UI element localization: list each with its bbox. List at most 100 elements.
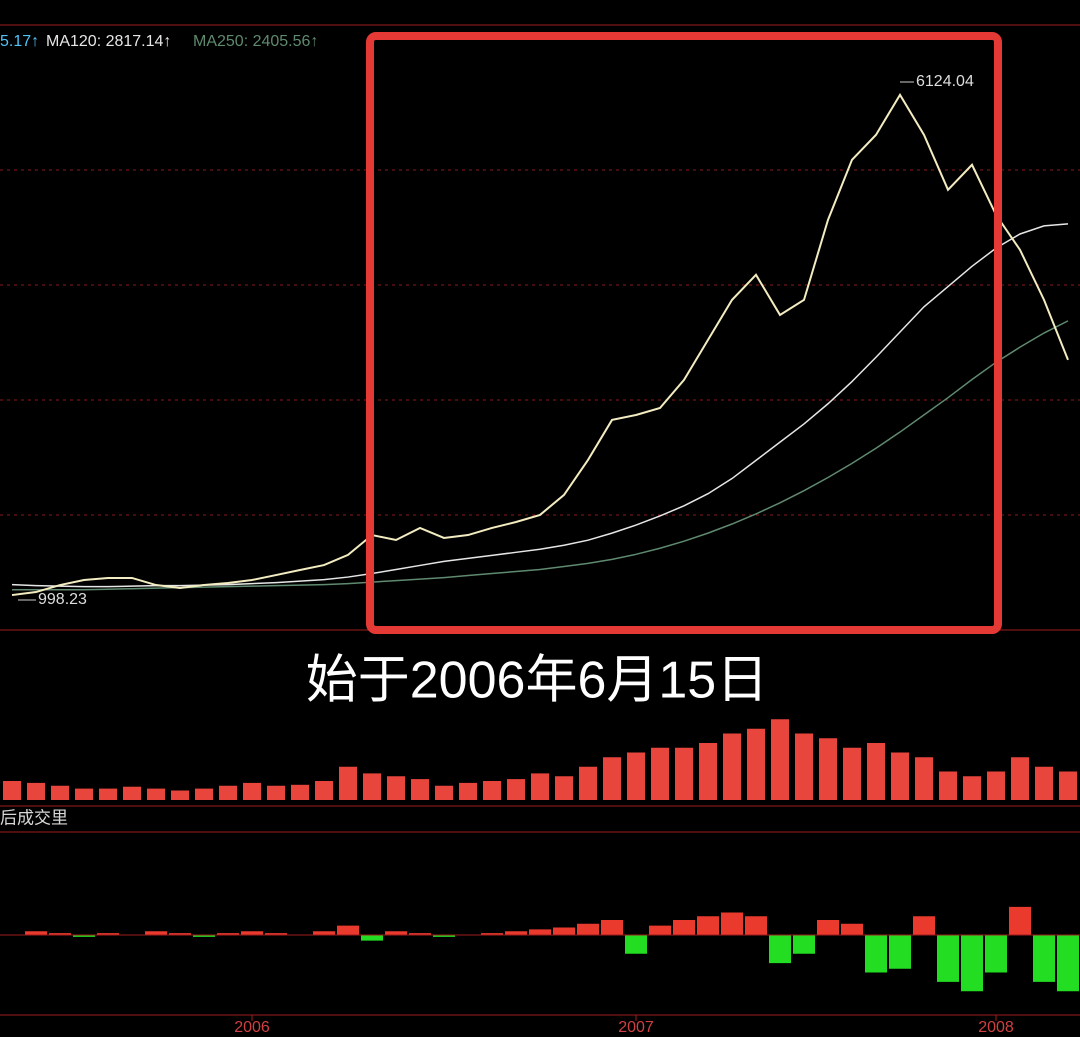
volume-bar — [819, 738, 837, 800]
volume-bar — [723, 733, 741, 800]
osc-bar — [649, 925, 671, 935]
osc-bar — [265, 933, 287, 935]
osc-bar — [337, 925, 359, 935]
volume-bar — [411, 779, 429, 800]
x-tick-label: 2007 — [618, 1019, 654, 1036]
osc-bar — [1009, 906, 1031, 935]
volume-bar — [435, 785, 453, 800]
price-line — [11, 92, 1069, 597]
osc-bar — [889, 935, 911, 969]
osc-bar — [865, 935, 887, 973]
osc-bar — [985, 935, 1007, 973]
osc-bar — [817, 920, 839, 935]
osc-bar — [169, 933, 191, 935]
osc-bar — [937, 935, 959, 982]
osc-bar — [601, 920, 623, 935]
volume-bar — [75, 788, 93, 800]
osc-bar — [361, 935, 383, 941]
osc-bar — [313, 931, 335, 935]
volume-bar — [99, 788, 117, 800]
volume-bar — [195, 788, 213, 800]
x-tick-label: 2008 — [978, 1019, 1014, 1036]
legend-entry: MA250: 2405.56↑ — [193, 33, 318, 50]
volume-bar — [123, 786, 141, 800]
volume-bar — [627, 752, 645, 800]
plot: 5.17↑ MA120: 2817.14↑ MA250: 2405.56↑ 6124.… — [0, 33, 1080, 1036]
osc-bar — [193, 935, 215, 937]
volume-bar — [339, 766, 357, 800]
osc-bar — [505, 931, 527, 935]
osc-bar — [481, 933, 503, 935]
volume-bar — [939, 771, 957, 800]
osc-bar — [73, 935, 95, 937]
osc-bar — [769, 935, 791, 964]
osc-bar — [745, 916, 767, 935]
ma-line — [11, 223, 1069, 588]
osc-bar — [721, 912, 743, 935]
volume-bar — [219, 785, 237, 800]
osc-bar — [433, 935, 455, 937]
caption: 始于2006年6月15日 — [306, 652, 768, 710]
osc-bar — [529, 929, 551, 935]
volume-bar — [459, 782, 477, 800]
panel-label: 后成交里 — [0, 808, 68, 827]
volume-bar — [675, 747, 693, 800]
osc-bar — [697, 916, 719, 935]
osc-bar — [97, 933, 119, 935]
osc-bar — [385, 931, 407, 935]
osc-bar — [217, 933, 239, 935]
volume-bar — [555, 776, 573, 800]
volume-bar — [315, 781, 333, 800]
volume-bar — [795, 733, 813, 800]
osc-bar — [961, 935, 983, 992]
volume-bar — [243, 782, 261, 800]
volume-bar — [987, 771, 1005, 800]
volume-bar — [507, 779, 525, 800]
volume-bar — [771, 719, 789, 800]
volume-bar — [51, 785, 69, 800]
highlight-box — [366, 32, 1002, 634]
volume-bar — [747, 728, 765, 800]
volume-bar — [291, 784, 309, 800]
osc-bar — [1057, 935, 1079, 992]
volume-bar — [843, 747, 861, 800]
osc-bar — [841, 923, 863, 935]
volume-bar — [387, 776, 405, 800]
volume-bar — [363, 773, 381, 800]
volume-bar — [891, 752, 909, 800]
volume-bar — [171, 790, 189, 800]
volume-bar — [1011, 757, 1029, 800]
osc-bar — [1033, 935, 1055, 982]
volume-bar — [1035, 766, 1053, 800]
low-label: 998.23 — [38, 591, 87, 608]
high-label: 6124.04 — [916, 73, 974, 90]
volume-bar — [147, 788, 165, 800]
osc-bar — [625, 935, 647, 954]
volume-bar — [267, 785, 285, 800]
osc-bar — [673, 920, 695, 935]
osc-bar — [25, 931, 47, 935]
osc-bar — [241, 931, 263, 935]
volume-bar — [699, 743, 717, 800]
volume-bar — [3, 781, 21, 800]
osc-bar — [577, 923, 599, 935]
volume-bar — [603, 757, 621, 800]
volume-bar — [579, 766, 597, 800]
legend-partial: 5.17↑ — [0, 33, 39, 50]
volume-bar — [915, 757, 933, 800]
volume-bar — [483, 781, 501, 800]
volume-bar — [531, 773, 549, 800]
volume-bar — [963, 776, 981, 800]
osc-bar — [409, 933, 431, 935]
osc-bar — [553, 927, 575, 935]
volume-bar — [867, 743, 885, 800]
osc-bar — [793, 935, 815, 954]
osc-bar — [913, 916, 935, 935]
x-tick-label: 2006 — [234, 1019, 270, 1036]
volume-bar — [1059, 771, 1077, 800]
osc-bar — [49, 933, 71, 935]
legend-entry: MA120: 2817.14↑ — [46, 33, 171, 50]
